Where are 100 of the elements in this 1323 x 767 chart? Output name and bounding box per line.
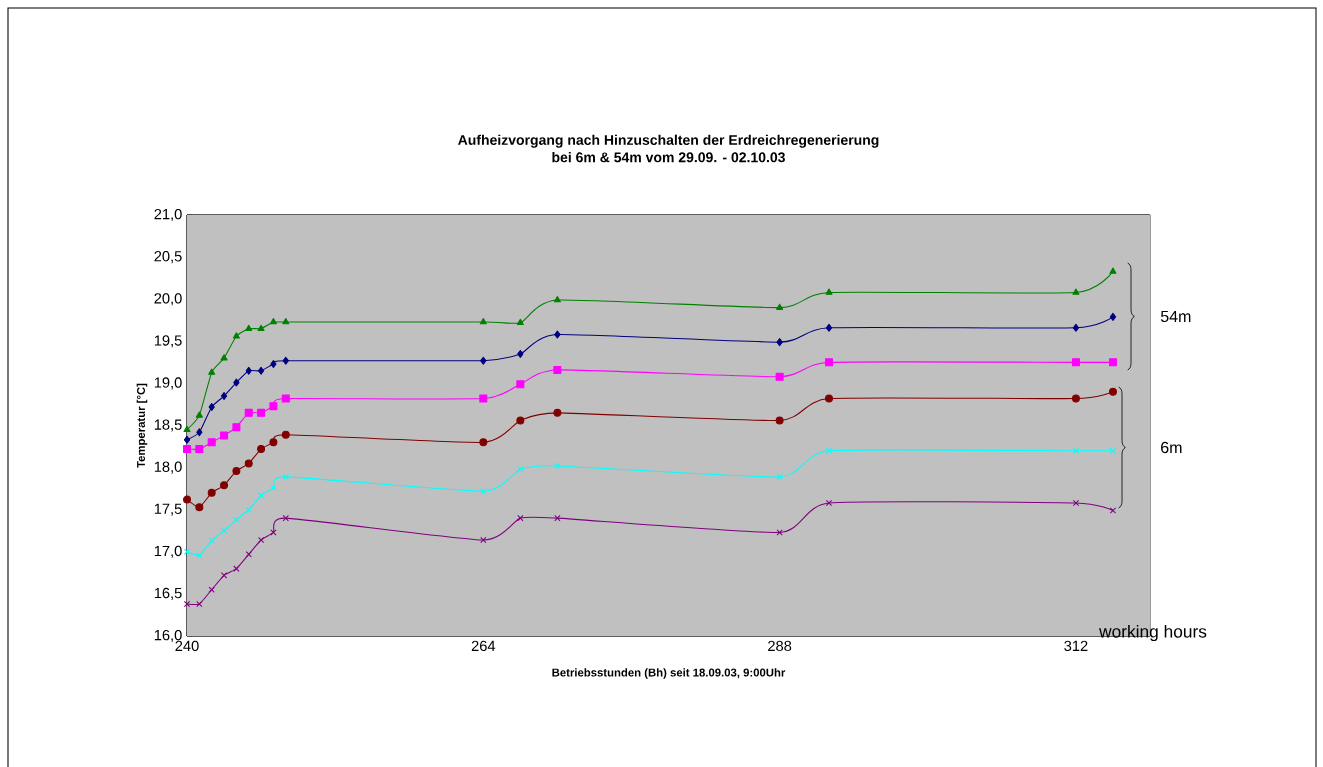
point [1071,394,1080,403]
point [1109,312,1117,321]
y-tick-label: 21,0 [154,208,182,222]
point [270,360,277,369]
point [516,380,525,389]
point [776,303,784,310]
point [195,411,203,418]
point [517,514,524,522]
point [257,408,266,417]
point [233,516,240,523]
point [207,488,216,497]
point [516,318,524,326]
point [776,473,783,481]
point [233,565,240,572]
point [233,378,240,387]
point [183,548,191,555]
y-tick-label: 20,0 [154,293,182,306]
point [207,438,216,447]
y-tick-label: 16,0 [154,629,182,643]
y-tick-label: 19,5 [154,335,182,348]
point [480,536,487,544]
y-tick-label: 19,0 [154,377,182,390]
point [554,514,561,522]
point [208,586,215,593]
y-tick-label: 20,5 [154,251,182,264]
point [183,445,192,454]
point [220,527,228,534]
point [1109,267,1117,274]
chart-subtitle: bei 6m & 54m vom 29.09. - 02.10.03 [552,151,785,163]
point [517,466,524,473]
point [825,447,833,454]
point [208,402,215,411]
point [776,338,783,347]
point [220,392,228,401]
point [257,492,265,499]
point [245,324,253,331]
x-axis-title: Betriebsstunden (Bh) seit 18.09.03, 9:00Uhr [552,668,786,679]
point [825,288,833,295]
point [553,365,562,374]
point [269,402,278,411]
point [257,366,265,375]
point [196,428,203,437]
point [220,481,229,490]
x-tick-label: 264 [471,640,496,652]
point [220,354,228,361]
x-tick-label: 240 [175,640,199,652]
point [232,332,240,339]
point [232,466,241,475]
point [554,462,561,470]
point [281,430,290,439]
y-tick-label: 16,5 [154,587,182,600]
point [282,356,289,365]
point [183,435,191,444]
point [282,317,290,325]
point [775,372,784,381]
point [554,330,561,339]
y-tick-label: 18,0 [154,461,182,474]
point [479,317,487,325]
point [480,356,487,365]
annotation: working hours [1099,624,1207,642]
point [195,445,204,454]
text: 54m [1160,310,1191,323]
point [1072,288,1080,295]
point [195,503,204,512]
point [553,296,561,303]
point [269,438,278,447]
point [257,324,265,331]
point [1108,387,1117,396]
point [1108,358,1117,367]
point [232,423,241,432]
y-tick-label: 18,5 [154,419,182,432]
point [282,514,289,522]
point [282,473,289,481]
point [208,368,216,375]
point [516,416,525,425]
point [257,536,265,544]
x-tick-label: 312 [1064,640,1088,652]
point [553,408,562,417]
point [244,459,253,468]
point [208,537,215,545]
point [196,551,203,559]
point [775,416,784,425]
point [479,438,488,447]
point [270,484,277,491]
point [479,394,488,403]
text: 6m [1161,441,1182,454]
x-tick-label: 288 [768,640,792,652]
point [1072,323,1080,332]
point [245,551,252,558]
point [1109,447,1117,454]
point [183,495,192,504]
point [257,445,266,454]
y-axis-title: Temperatur [°C] [136,383,148,468]
chart-title: Aufheizvorgang nach Hinzuschalten der Erdreichregenerierung [458,134,879,148]
point [825,358,834,367]
point [1072,447,1080,454]
y-tick-label: 17,5 [154,503,182,516]
point [196,600,203,608]
point [183,425,191,432]
point [1072,499,1080,507]
